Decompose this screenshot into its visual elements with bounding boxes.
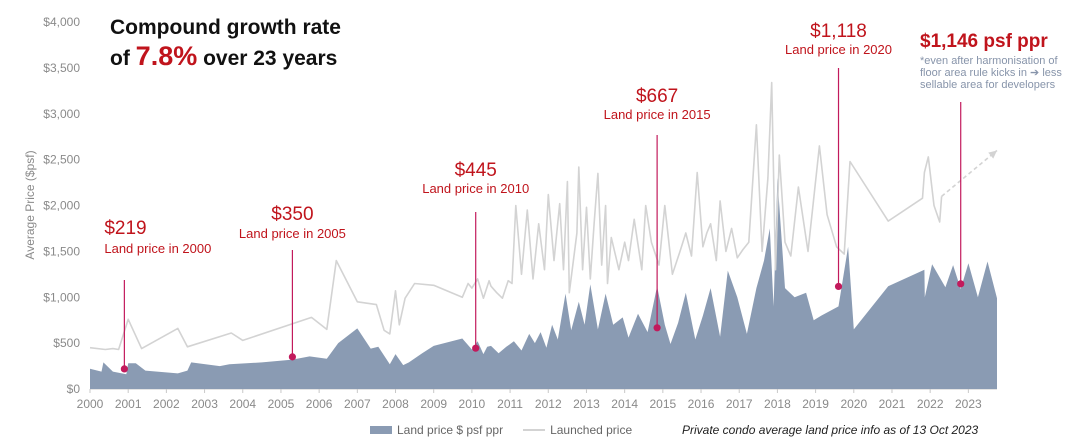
x-tick-label: 2000 — [77, 397, 104, 411]
legend-swatch-land-price — [370, 426, 392, 434]
x-tick-label: 2011 — [497, 397, 523, 411]
annotation-label: Land price in 2005 — [239, 226, 346, 241]
title-growth-rate: 7.8% — [135, 41, 198, 71]
annotation-marker — [957, 280, 965, 288]
x-tick-label: 2017 — [726, 397, 753, 411]
x-tick-label: 2019 — [802, 397, 829, 411]
y-tick-label: $2,000 — [43, 199, 80, 213]
x-tick-label: 2002 — [153, 397, 180, 411]
x-tick-label: 2009 — [420, 397, 447, 411]
annotation-marker — [834, 282, 843, 291]
y-axis: $0 $500 $1,000 $1,500 $2,000 $2,500 $3,000 $3,5… — [43, 15, 80, 396]
x-tick-label: 2020 — [840, 397, 867, 411]
annotation-value: $219 — [104, 218, 146, 239]
latest-price-note: *even after harmonisation of floor area … — [920, 55, 1062, 91]
source-note: Private condo average land price info as… — [682, 423, 979, 437]
launched-price-line — [89, 81, 943, 351]
y-tick-label: $500 — [53, 336, 80, 350]
x-tick-label: 2007 — [344, 397, 371, 411]
chart-title: Compound growth rate of 7.8% over 23 yea… — [110, 14, 341, 73]
annotation-label: Land price in 2020 — [785, 42, 892, 57]
title-prefix: of — [110, 47, 130, 70]
x-tick-label: 2013 — [573, 397, 600, 411]
annotation-value: $350 — [271, 204, 313, 225]
x-tick-label: 2008 — [382, 397, 409, 411]
annotation-label: Land price in 2010 — [422, 181, 529, 196]
annotation-marker — [288, 353, 297, 361]
projection-arrowhead — [988, 150, 997, 159]
land-price-area-series — [90, 178, 997, 389]
x-tick-label: 2003 — [191, 397, 218, 411]
x-tick-label: 2015 — [649, 397, 676, 411]
latest-price-value: $1,146 psf ppr — [920, 31, 1048, 52]
x-axis: 2000 2001 2002 2003 2004 2005 2006 2007 2008 2009… — [77, 388, 997, 411]
legend-label-launched-price: Launched price — [550, 423, 633, 437]
latest-price-callout: $1,146 psf ppr *even after harmonisation… — [920, 31, 1080, 91]
x-tick-label: 2004 — [229, 397, 256, 411]
legend-label-land-price: Land price $ psf ppr — [397, 423, 504, 437]
land-price-area — [90, 178, 997, 389]
annotation-label: Land price in 2015 — [604, 107, 711, 122]
x-tick-label: 2022 — [917, 397, 944, 411]
annotation-value: $667 — [636, 86, 678, 107]
y-tick-label: $4,000 — [43, 15, 80, 29]
x-tick-label: 2021 — [879, 397, 906, 411]
annotation-value: $1,118 — [810, 21, 867, 42]
title-suffix: over 23 years — [203, 47, 338, 70]
y-tick-label: $3,000 — [43, 107, 80, 121]
y-tick-label: $3,500 — [43, 61, 80, 75]
legend-swatch-launched-price — [523, 429, 546, 431]
annotation-marker — [120, 365, 128, 373]
projection-line — [941, 149, 998, 197]
y-tick-label: $0 — [67, 382, 81, 396]
launched-price-line-series — [89, 81, 998, 351]
y-axis-label: Average Price ($psf) — [23, 150, 37, 259]
y-tick-label: $2,500 — [43, 153, 80, 167]
x-tick-label: 2001 — [115, 397, 142, 411]
annotation-value: $445 — [455, 160, 497, 181]
x-tick-label: 2012 — [535, 397, 562, 411]
annotation-marker — [653, 324, 661, 332]
y-tick-label: $1,000 — [43, 290, 80, 304]
x-tick-label: 2010 — [459, 397, 486, 411]
x-tick-label: 2005 — [268, 397, 295, 411]
title-line-1: Compound growth rate — [110, 16, 341, 39]
x-tick-label: 2016 — [688, 397, 715, 411]
x-tick-label: 2018 — [764, 397, 791, 411]
annotation-label: Land price in 2000 — [104, 241, 211, 256]
annotation-marker — [472, 344, 480, 352]
y-tick-label: $1,500 — [43, 244, 80, 258]
x-tick-label: 2023 — [955, 397, 982, 411]
x-tick-label: 2014 — [611, 397, 638, 411]
legend: Land price $ psf ppr Launched price — [370, 423, 632, 437]
title-line-2: of 7.8% over 23 years — [110, 42, 341, 73]
x-tick-label: 2006 — [306, 397, 333, 411]
